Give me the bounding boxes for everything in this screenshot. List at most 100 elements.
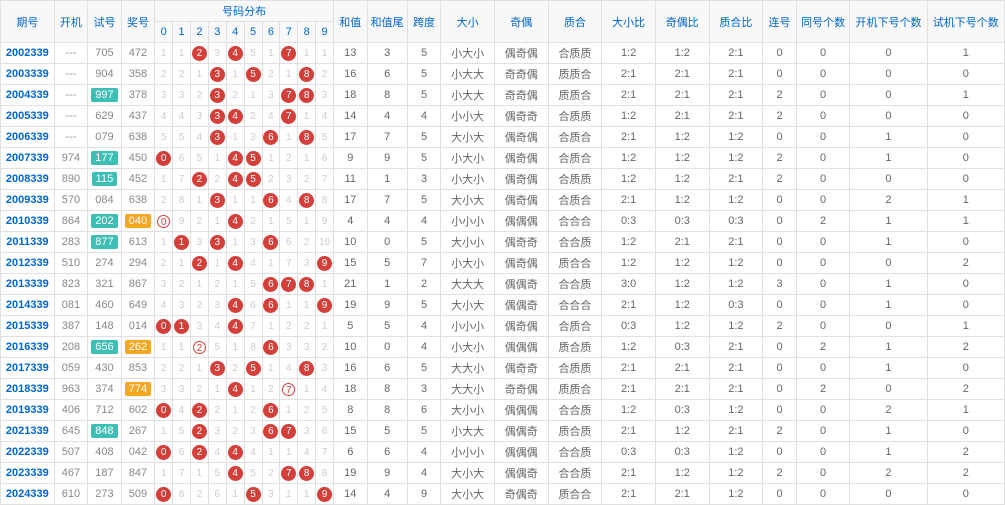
cell-dist-4: 4 [226,211,244,232]
cell-testn: 2 [927,463,1004,484]
table-row: 201733905943085322132514831665大大小偶奇奇合质质2… [1,358,1005,379]
cell-bsr: 2:1 [602,85,656,106]
cell-dist-3: 3 [208,421,226,442]
col-digit-3: 3 [208,22,226,43]
cell-sumtail: 6 [367,64,407,85]
col-pcr: 质合比 [709,1,763,43]
table-row: 201233951027429421214417391557小大小偶奇偶质合合1… [1,253,1005,274]
cell-dist-0: 1 [155,169,173,190]
cell-same: 0 [796,295,850,316]
cell-period: 2024339 [1,484,55,505]
cell-testn: 1 [927,43,1004,64]
cell-testn: 0 [927,421,1004,442]
cell-period: 2006339 [1,127,55,148]
cell-dist-8: 1 [298,295,316,316]
cell-period: 2015339 [1,316,55,337]
cell-openn: 0 [850,43,927,64]
cell-dist-0: 4 [155,106,173,127]
cell-testn: 2 [927,442,1004,463]
cell-test: 274 [88,253,122,274]
cell-open: 387 [54,316,88,337]
cell-dist-5: 3 [244,232,262,253]
cell-same: 2 [796,379,850,400]
cell-sum: 11 [334,169,368,190]
cell-oe: 偶奇奇 [494,106,548,127]
cell-dist-2: 2 [191,295,209,316]
cell-prize: 262 [121,337,155,358]
cell-dist-7: 2 [280,316,298,337]
cell-pcr: 0:3 [709,211,763,232]
cell-dist-8: 1 [298,43,316,64]
cell-dist-6: 1 [262,43,280,64]
cell-openn: 2 [850,190,927,211]
cell-period: 2004339 [1,85,55,106]
cell-oer: 0:3 [655,211,709,232]
cell-open: 890 [54,169,88,190]
cell-oe: 偶奇奇 [494,232,548,253]
cell-sumtail: 8 [367,400,407,421]
cell-dist-5: 1 [244,190,262,211]
cell-dist-6: 2 [262,379,280,400]
cell-dist-3: 5 [208,337,226,358]
cell-sum: 6 [334,442,368,463]
cell-test: 187 [88,463,122,484]
cell-dist-6: 6 [262,337,280,358]
cell-dist-0: 2 [155,190,173,211]
col-span: 跨度 [407,1,441,43]
cell-oe: 偶偶偶 [494,400,548,421]
cell-dist-0: 2 [155,64,173,85]
cell-dist-4: 1 [226,337,244,358]
col-digit-2: 2 [191,22,209,43]
cell-testn: 0 [927,127,1004,148]
cell-open: 645 [54,421,88,442]
cell-oer: 2:1 [655,106,709,127]
cell-dist-3: 2 [208,169,226,190]
cell-dist-1: 2 [173,358,191,379]
cell-consec: 2 [763,85,797,106]
cell-same: 0 [796,85,850,106]
cell-prize: 867 [121,274,155,295]
cell-dist-6: 1 [262,316,280,337]
cell-dist-8: 2 [298,232,316,253]
cell-dist-3: 3 [208,190,226,211]
cell-bsr: 2:1 [602,190,656,211]
cell-consec: 2 [763,421,797,442]
cell-dist-6: 1 [262,211,280,232]
cell-pcr: 1:2 [709,190,763,211]
cell-oe: 奇偶奇 [494,484,548,505]
cell-same: 0 [796,358,850,379]
cell-dist-8: 3 [298,337,316,358]
cell-open: 283 [54,232,88,253]
cell-sum: 21 [334,274,368,295]
table-row: 202133964584826715232367361555小大大偶偶奇质合质2… [1,421,1005,442]
cell-oe: 奇奇偶 [494,85,548,106]
cell-oe: 偶奇偶 [494,148,548,169]
cell-dist-4: 2 [226,358,244,379]
cell-dist-7: 2 [280,148,298,169]
cell-dist-4: 4 [226,316,244,337]
cell-dist-4: 1 [226,274,244,295]
cell-pc: 质合质 [548,337,602,358]
cell-bsr: 1:2 [602,106,656,127]
cell-dist-1: 8 [173,484,191,505]
cell-consec: 0 [763,358,797,379]
cell-test: 629 [88,106,122,127]
cell-bs: 大大小 [441,379,495,400]
cell-dist-3: 1 [208,379,226,400]
cell-period: 2005339 [1,106,55,127]
cell-dist-7: 5 [280,211,298,232]
cell-bsr: 0:3 [602,316,656,337]
cell-sum: 14 [334,484,368,505]
cell-dist-9: 5 [316,127,334,148]
cell-same: 0 [796,442,850,463]
cell-dist-0: 1 [155,43,173,64]
cell-openn: 1 [850,127,927,148]
cell-test: 904 [88,64,122,85]
cell-dist-6: 3 [262,484,280,505]
cell-prize: 294 [121,253,155,274]
cell-test: 273 [88,484,122,505]
cell-sum: 9 [334,148,368,169]
cell-sum: 10 [334,337,368,358]
cell-oe: 偶偶偶 [494,442,548,463]
cell-consec: 0 [763,337,797,358]
